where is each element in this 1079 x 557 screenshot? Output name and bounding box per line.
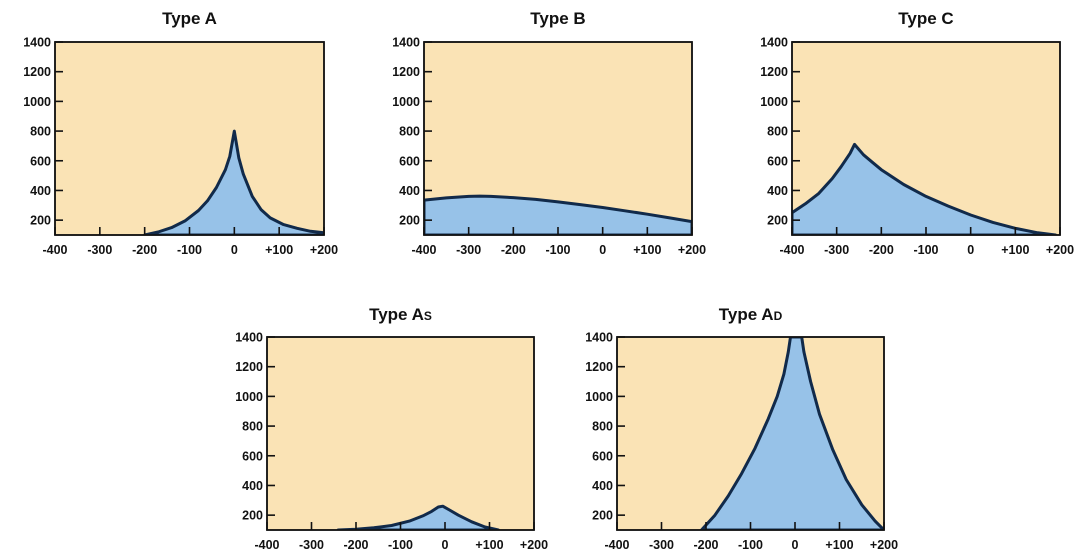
plot-area [54, 41, 325, 236]
chart-panel-1: 200 400 600 800 1000 1200 1400 -400 -300 -200 -100… [23, 9, 338, 257]
chart-title: Type A [162, 9, 217, 28]
y-tick-label: 1200 [585, 360, 613, 374]
x-tick-label: -400 [604, 538, 629, 552]
x-tick-label: -300 [299, 538, 324, 552]
y-tick-label: 400 [242, 479, 263, 493]
x-tick-label: +200 [520, 538, 548, 552]
x-tick-label: 0 [231, 243, 238, 257]
y-tick-label: 600 [399, 154, 420, 168]
y-tick-label: 1400 [23, 36, 51, 50]
y-tick-label: 600 [242, 449, 263, 463]
chart-title: Type AS [369, 305, 432, 324]
y-tick-label: 200 [592, 509, 613, 523]
y-tick-label: 800 [242, 420, 263, 434]
y-tick-label: 1000 [760, 95, 788, 109]
y-tick-label: 800 [767, 125, 788, 139]
data-area-series-1 [143, 129, 324, 235]
x-tick-label: +200 [870, 538, 898, 552]
x-tick-label: -200 [501, 243, 526, 257]
chart-panel-4: 200 400 600 800 1000 1200 1400 -400 -300 -200 -100… [235, 305, 548, 552]
x-tick-label: -200 [869, 243, 894, 257]
plot-area [266, 336, 535, 531]
y-tick-label: 400 [592, 479, 613, 493]
x-tick-label: -100 [177, 243, 202, 257]
x-tick-label: -400 [779, 243, 804, 257]
data-area-series-1 [424, 194, 692, 235]
y-tick-label: 200 [30, 214, 51, 228]
y-tick-label: 1400 [760, 36, 788, 50]
y-tick-label: 800 [592, 420, 613, 434]
x-tick-label: +100 [265, 243, 293, 257]
x-tick-label: +100 [1001, 243, 1029, 257]
x-tick-label: -200 [132, 243, 157, 257]
x-tick-label: -100 [388, 538, 413, 552]
y-tick-label: 1200 [392, 65, 420, 79]
x-tick-label: -200 [693, 538, 718, 552]
x-tick-label: -200 [343, 538, 368, 552]
y-tick-label: 1400 [392, 36, 420, 50]
y-tick-label: 1400 [235, 331, 263, 345]
y-tick-label: 1000 [392, 95, 420, 109]
y-tick-label: 400 [399, 184, 420, 198]
chart-panel-5: 200 400 600 800 1000 1200 1400 -400 -300 -200 -100… [585, 305, 898, 552]
chart-title-main: Type A [162, 9, 217, 28]
chart-title-main: Type A [369, 305, 424, 324]
x-tick-label: -100 [913, 243, 938, 257]
x-tick-label: -400 [411, 243, 436, 257]
chart-title-main: Type B [530, 9, 585, 28]
chart-title-subscript: S [424, 309, 432, 323]
y-tick-label: 200 [767, 214, 788, 228]
x-tick-label: -300 [87, 243, 112, 257]
y-tick-label: 1200 [235, 360, 263, 374]
x-tick-label: -300 [824, 243, 849, 257]
x-tick-label: 0 [967, 243, 974, 257]
x-tick-label: 0 [442, 538, 449, 552]
x-tick-label: -400 [42, 243, 67, 257]
y-tick-label: 800 [399, 125, 420, 139]
x-tick-label: 0 [599, 243, 606, 257]
chart-title: Type C [898, 9, 953, 28]
x-tick-label: -300 [456, 243, 481, 257]
y-tick-label: 600 [767, 154, 788, 168]
y-tick-label: 1400 [585, 331, 613, 345]
y-tick-label: 1200 [23, 65, 51, 79]
x-tick-label: -300 [649, 538, 674, 552]
y-tick-label: 800 [30, 125, 51, 139]
y-tick-label: 200 [399, 214, 420, 228]
y-tick-label: 1000 [23, 95, 51, 109]
x-tick-label: +200 [1046, 243, 1074, 257]
chart-title-main: Type A [719, 305, 774, 324]
x-tick-label: +200 [310, 243, 338, 257]
y-tick-label: 400 [30, 184, 51, 198]
data-area-series-1 [700, 337, 884, 530]
y-tick-label: 1000 [585, 390, 613, 404]
x-tick-label: +200 [678, 243, 706, 257]
y-tick-label: 200 [242, 509, 263, 523]
data-area-series-1 [792, 142, 1057, 235]
chart-title-main: Type C [898, 9, 953, 28]
x-tick-label: -100 [738, 538, 763, 552]
chart-title-subscript: D [774, 309, 783, 323]
chart-panel-2: 200 400 600 800 1000 1200 1400 -400 -300 -200 -100… [392, 9, 706, 257]
x-tick-label: +100 [825, 538, 853, 552]
x-tick-label: -100 [545, 243, 570, 257]
y-tick-label: 1000 [235, 390, 263, 404]
y-tick-label: 400 [767, 184, 788, 198]
y-tick-label: 1200 [760, 65, 788, 79]
x-tick-label: +100 [633, 243, 661, 257]
x-tick-label: 0 [792, 538, 799, 552]
y-tick-label: 600 [30, 154, 51, 168]
y-tick-label: 600 [592, 449, 613, 463]
x-tick-label: +100 [475, 538, 503, 552]
chart-title: Type AD [719, 305, 783, 324]
data-area-series-1 [336, 504, 500, 530]
chart-title: Type B [530, 9, 585, 28]
x-tick-label: -400 [254, 538, 279, 552]
chart-panel-3: 200 400 600 800 1000 1200 1400 -400 -300 -200 -100… [760, 9, 1074, 257]
